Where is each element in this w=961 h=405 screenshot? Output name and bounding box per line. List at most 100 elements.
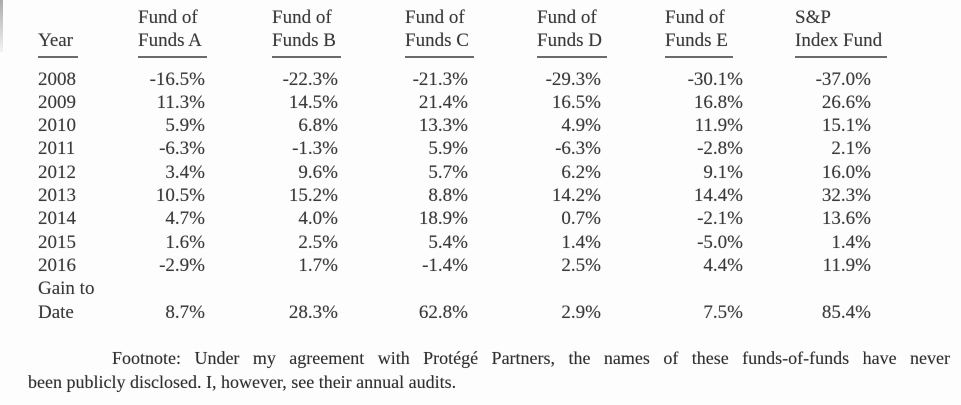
return-cell: -30.1% bbox=[687, 68, 743, 90]
return-cell: -1.4% bbox=[422, 254, 468, 276]
header-row: Year Fund of Funds A Fund of Funds B Fund … bbox=[38, 6, 900, 58]
return-cell: 21.4% bbox=[418, 91, 468, 113]
table-row: 2010 5.9% 6.8% 13.3% 4.9% 11.9% 15.1% bbox=[38, 114, 900, 137]
return-cell: -2.8% bbox=[697, 138, 743, 160]
footnote-line-1: Footnote: Under my agreement with Protég… bbox=[112, 348, 950, 368]
header-line-1: Fund of bbox=[272, 7, 332, 28]
table-row: 2011 -6.3% -1.3% 5.9% -6.3% -2.8% 2.1% bbox=[38, 137, 900, 160]
return-cell: -2.9% bbox=[159, 254, 205, 276]
fund-a-header-label: Fund of Funds A bbox=[138, 6, 207, 58]
return-cell: 4.0% bbox=[298, 208, 338, 230]
return-cell: 14.4% bbox=[693, 185, 743, 207]
sp-index-fund-header-label: S&P Index Fund bbox=[795, 6, 888, 58]
summary-values-row: Date 8.7% 28.3% 62.8% 2.9% 7.5% 85.4% bbox=[38, 301, 900, 324]
return-cell: 9.1% bbox=[703, 161, 743, 183]
table-row: 2009 11.3% 14.5% 21.4% 16.5% 16.8% 26.6% bbox=[38, 91, 900, 114]
return-cell: 11.9% bbox=[822, 254, 871, 276]
return-cell: -37.0% bbox=[815, 68, 871, 90]
year-cell: 2015 bbox=[38, 231, 76, 253]
return-cell: 4.9% bbox=[561, 115, 601, 137]
return-cell: 1.4% bbox=[561, 231, 601, 253]
return-cell: -6.3% bbox=[159, 138, 205, 160]
table-row: 2008 -16.5% -22.3% -21.3% -29.3% -30.1% -37.0% bbox=[38, 58, 900, 91]
return-cell: -2.1% bbox=[697, 208, 743, 230]
return-cell: 8.8% bbox=[428, 185, 468, 207]
table-row: 2012 3.4% 9.6% 5.7% 6.2% 9.1% 16.0% bbox=[38, 161, 900, 184]
summary-label-line-1: Gain to bbox=[38, 278, 95, 300]
return-cell: 5.4% bbox=[428, 231, 468, 253]
return-cell: 6.2% bbox=[561, 161, 601, 183]
empty-cell bbox=[537, 277, 665, 300]
return-cell: 16.0% bbox=[821, 161, 871, 183]
return-cell: 26.6% bbox=[821, 91, 871, 113]
return-cell: -29.3% bbox=[545, 68, 601, 90]
table-header: Year Fund of Funds A Fund of Funds B Fund … bbox=[38, 6, 900, 58]
year-cell: 2014 bbox=[38, 208, 76, 230]
empty-cell bbox=[272, 277, 405, 300]
return-cell: 15.2% bbox=[288, 185, 338, 207]
table-row: 2013 10.5% 15.2% 8.8% 14.2% 14.4% 32.3% bbox=[38, 184, 900, 207]
return-cell: 4.4% bbox=[703, 254, 743, 276]
summary-return-cell: 28.3% bbox=[288, 301, 338, 323]
year-cell: 2010 bbox=[38, 115, 76, 137]
table-row: 2014 4.7% 4.0% 18.9% 0.7% -2.1% 13.6% bbox=[38, 207, 900, 230]
return-cell: 32.3% bbox=[821, 185, 871, 207]
summary-return-cell: 2.9% bbox=[561, 301, 601, 323]
scan-artifact bbox=[0, 0, 3, 52]
return-cell: 2.5% bbox=[298, 231, 338, 253]
empty-cell bbox=[405, 277, 537, 300]
footnote: Footnote: Under my agreement with Protég… bbox=[28, 347, 950, 394]
return-cell: 11.3% bbox=[156, 91, 205, 113]
year-cell: 2011 bbox=[38, 138, 76, 160]
column-header-year: Year bbox=[38, 6, 138, 58]
return-cell: 9.6% bbox=[298, 161, 338, 183]
return-cell: 3.4% bbox=[165, 161, 205, 183]
empty-cell bbox=[138, 277, 272, 300]
header-line-1: S&P bbox=[795, 7, 831, 28]
return-cell: 5.9% bbox=[428, 138, 468, 160]
return-cell: -1.3% bbox=[292, 138, 338, 160]
header-line-2: Funds E bbox=[665, 30, 728, 52]
table-row: 2016 -2.9% 1.7% -1.4% 2.5% 4.4% 11.9% bbox=[38, 254, 900, 277]
table-body: 2008 -16.5% -22.3% -21.3% -29.3% -30.1% -37.0%… bbox=[38, 58, 900, 324]
header-line-2: Funds C bbox=[405, 30, 469, 52]
empty-cell bbox=[795, 277, 900, 300]
fund-b-header-label: Fund of Funds B bbox=[272, 6, 341, 58]
column-header-fund-d: Fund of Funds D bbox=[537, 6, 665, 58]
summary-return-cell: 85.4% bbox=[821, 301, 871, 323]
empty-cell bbox=[665, 277, 795, 300]
return-cell: 5.7% bbox=[428, 161, 468, 183]
header-line-1: Fund of bbox=[537, 7, 597, 28]
header-line-2: Funds B bbox=[272, 30, 336, 52]
return-cell: 18.9% bbox=[418, 208, 468, 230]
return-cell: 14.5% bbox=[288, 91, 338, 113]
return-cell: -5.0% bbox=[697, 231, 743, 253]
year-cell: 2008 bbox=[38, 68, 76, 90]
return-cell: 16.8% bbox=[693, 91, 743, 113]
header-line-1: Fund of bbox=[405, 7, 465, 28]
return-cell: 2.5% bbox=[561, 254, 601, 276]
year-cell: 2012 bbox=[38, 161, 76, 183]
column-header-fund-c: Fund of Funds C bbox=[405, 6, 537, 58]
summary-return-cell: 62.8% bbox=[418, 301, 468, 323]
return-cell: 6.8% bbox=[298, 115, 338, 137]
fund-e-header-label: Fund of Funds E bbox=[665, 6, 733, 58]
return-cell: 10.5% bbox=[155, 185, 205, 207]
column-header-sp-index-fund: S&P Index Fund bbox=[795, 6, 900, 58]
header-line-1: Fund of bbox=[138, 7, 198, 28]
summary-return-cell: 8.7% bbox=[165, 301, 205, 323]
header-line-1: Fund of bbox=[665, 7, 725, 28]
return-cell: 1.4% bbox=[831, 231, 871, 253]
year-header-label: Year bbox=[38, 29, 79, 58]
table-row: 2015 1.6% 2.5% 5.4% 1.4% -5.0% 1.4% bbox=[38, 231, 900, 254]
fund-performance-table: Year Fund of Funds A Fund of Funds B Fund … bbox=[38, 6, 900, 324]
header-line-2: Funds D bbox=[537, 30, 602, 52]
return-cell: -16.5% bbox=[149, 68, 205, 90]
return-cell: 15.1% bbox=[821, 115, 871, 137]
return-cell: 1.7% bbox=[298, 254, 338, 276]
return-cell: 5.9% bbox=[165, 115, 205, 137]
column-header-fund-a: Fund of Funds A bbox=[138, 6, 272, 58]
header-line-2: Funds A bbox=[138, 30, 202, 52]
footnote-line-2: been publicly disclosed. I, however, see… bbox=[28, 371, 457, 392]
